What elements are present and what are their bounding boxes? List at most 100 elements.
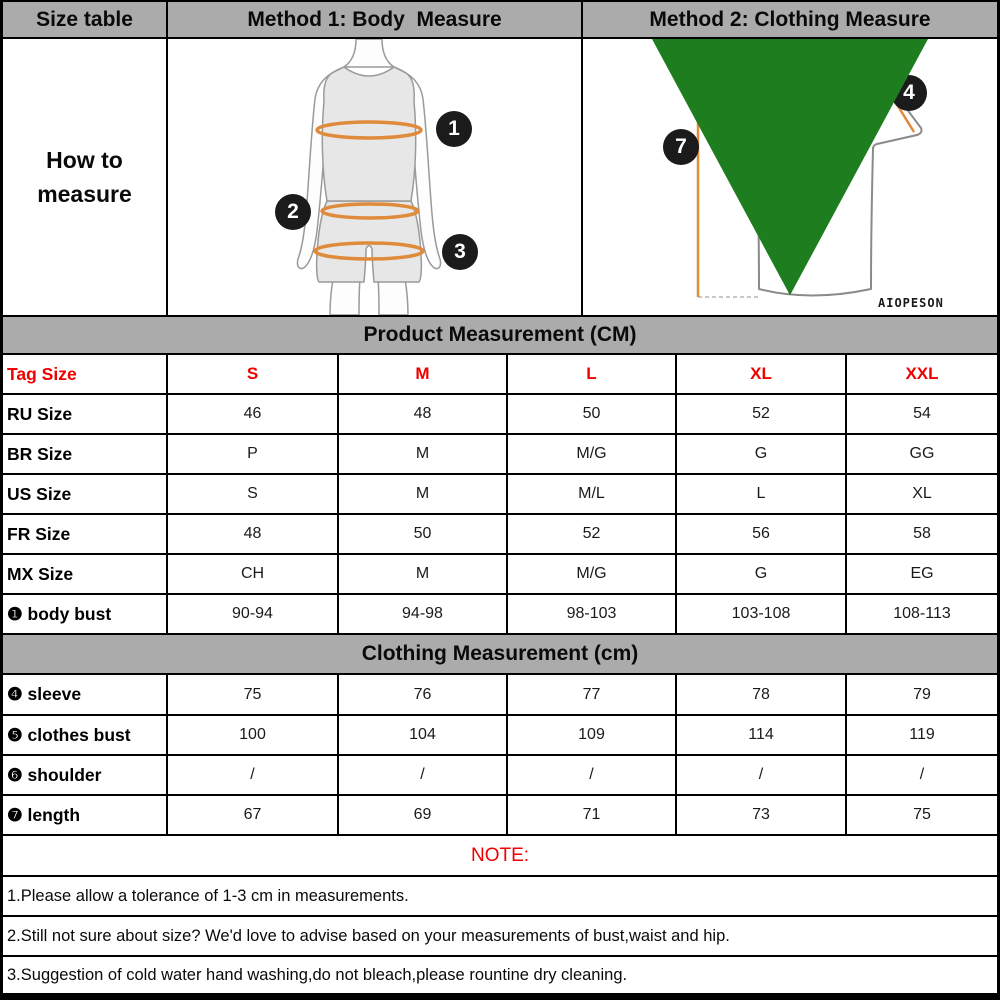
size-value-cell: G (677, 555, 847, 593)
size-value-cell: 48 (339, 395, 508, 433)
size-value-cell: 71 (508, 796, 677, 834)
row-label: ❻ shoulder (3, 756, 168, 794)
size-value-cell: 77 (508, 675, 677, 714)
size-value-cell: M (339, 555, 508, 593)
row-label: ❼ length (3, 796, 168, 834)
note-title: NOTE: (3, 836, 997, 877)
table-row-sleeve: ❹ sleeve 75 76 77 78 79 (3, 675, 997, 716)
how-to-line2: measure (37, 181, 132, 207)
table-row-us-size: US Size S M M/L L XL (3, 475, 997, 515)
top-header-row: Size table Method 1: Body Measure Method… (3, 2, 997, 39)
marker-7: 7 (663, 129, 699, 165)
table-row-length: ❼ length 67 69 71 73 75 (3, 796, 997, 836)
size-value-cell: 90-94 (168, 595, 339, 633)
table-row-shoulder: ❻ shoulder / / / / / (3, 756, 997, 796)
row-label: RU Size (3, 395, 168, 433)
size-value-cell: 79 (847, 675, 997, 714)
size-value-cell: 119 (847, 716, 997, 754)
size-value-cell: 73 (677, 796, 847, 834)
tag-size-row: Tag Size S M L XL XXL (3, 355, 997, 395)
size-value-cell: 98-103 (508, 595, 677, 633)
size-value-cell: / (677, 756, 847, 794)
size-value-cell: G (677, 435, 847, 473)
size-value-cell: 75 (847, 796, 997, 834)
size-value-cell: L (677, 475, 847, 513)
method1-header: Method 1: Body Measure (168, 2, 583, 37)
size-col-xxl: XXL (847, 355, 997, 393)
row-label: ❺ clothes bust (3, 716, 168, 754)
size-value-cell: / (508, 756, 677, 794)
table-row-fr-size: FR Size 48 50 52 56 58 (3, 515, 997, 555)
size-value-cell: 52 (508, 515, 677, 553)
size-col-m: M (339, 355, 508, 393)
body-figure-drawing (296, 39, 442, 315)
note-item-3: 3.Suggestion of cold water hand washing,… (3, 957, 997, 993)
row-label: ❹ sleeve (3, 675, 168, 714)
clothing-measure-illustration: 6 4 7 5 AIOPESON (583, 39, 997, 315)
size-value-cell: 46 (168, 395, 339, 433)
size-col-xl: XL (677, 355, 847, 393)
size-value-cell: 108-113 (847, 595, 997, 633)
row-label: MX Size (3, 555, 168, 593)
size-value-cell: 109 (508, 716, 677, 754)
method2-header: Method 2: Clothing Measure (583, 2, 997, 37)
size-value-cell: S (168, 475, 339, 513)
size-value-cell: M/G (508, 555, 677, 593)
marker-2: 2 (275, 194, 311, 230)
table-row-body-bust: ❶ body bust 90-94 94-98 98-103 103-108 1… (3, 595, 997, 635)
size-col-s: S (168, 355, 339, 393)
hip-measure-line (313, 241, 425, 261)
table-row-ru-size: RU Size 46 48 50 52 54 (3, 395, 997, 435)
how-to-line1: How to (46, 147, 123, 173)
row-label: FR Size (3, 515, 168, 553)
table-row-br-size: BR Size P M M/G G GG (3, 435, 997, 475)
size-value-cell: M/L (508, 475, 677, 513)
size-value-cell: M (339, 475, 508, 513)
size-value-cell: 56 (677, 515, 847, 553)
product-measurement-title: Product Measurement (CM) (3, 317, 997, 355)
size-col-l: L (508, 355, 677, 393)
waist-measure-line (320, 202, 420, 220)
size-value-cell: / (339, 756, 508, 794)
size-value-cell: 114 (677, 716, 847, 754)
size-table-header: Size table (3, 2, 168, 37)
size-value-cell: 100 (168, 716, 339, 754)
size-value-cell: 50 (508, 395, 677, 433)
size-value-cell: 75 (168, 675, 339, 714)
size-value-cell: 103-108 (677, 595, 847, 633)
size-value-cell: / (847, 756, 997, 794)
illustration-row: How to measure (3, 39, 997, 317)
brand-watermark: AIOPESON (878, 296, 944, 310)
row-label: BR Size (3, 435, 168, 473)
size-value-cell: XL (847, 475, 997, 513)
size-value-cell: 54 (847, 395, 997, 433)
size-value-cell: 67 (168, 796, 339, 834)
size-value-cell: 104 (339, 716, 508, 754)
bust-measure-line (315, 120, 423, 140)
clothing-measurement-title: Clothing Measurement (cm) (3, 635, 997, 675)
row-label: US Size (3, 475, 168, 513)
how-to-measure-label: How to measure (3, 39, 168, 315)
row-label: ❶ body bust (3, 595, 168, 633)
size-value-cell: M/G (508, 435, 677, 473)
green-corner-flag-icon (652, 39, 928, 296)
marker-3: 3 (442, 234, 478, 270)
size-value-cell: 94-98 (339, 595, 508, 633)
note-item-1: 1.Please allow a tolerance of 1-3 cm in … (3, 877, 997, 917)
size-value-cell: CH (168, 555, 339, 593)
row-label-tag-size: Tag Size (3, 355, 168, 393)
size-value-cell: 78 (677, 675, 847, 714)
table-row-mx-size: MX Size CH M M/G G EG (3, 555, 997, 595)
size-value-cell: P (168, 435, 339, 473)
table-row-clothes-bust: ❺ clothes bust 100 104 109 114 119 (3, 716, 997, 756)
size-value-cell: GG (847, 435, 997, 473)
size-value-cell: 52 (677, 395, 847, 433)
size-value-cell: 69 (339, 796, 508, 834)
body-measure-illustration: 1 2 3 (168, 39, 583, 315)
note-item-2: 2.Still not sure about size? We'd love t… (3, 917, 997, 957)
size-value-cell: 76 (339, 675, 508, 714)
marker-1: 1 (436, 111, 472, 147)
size-value-cell: EG (847, 555, 997, 593)
size-value-cell: M (339, 435, 508, 473)
